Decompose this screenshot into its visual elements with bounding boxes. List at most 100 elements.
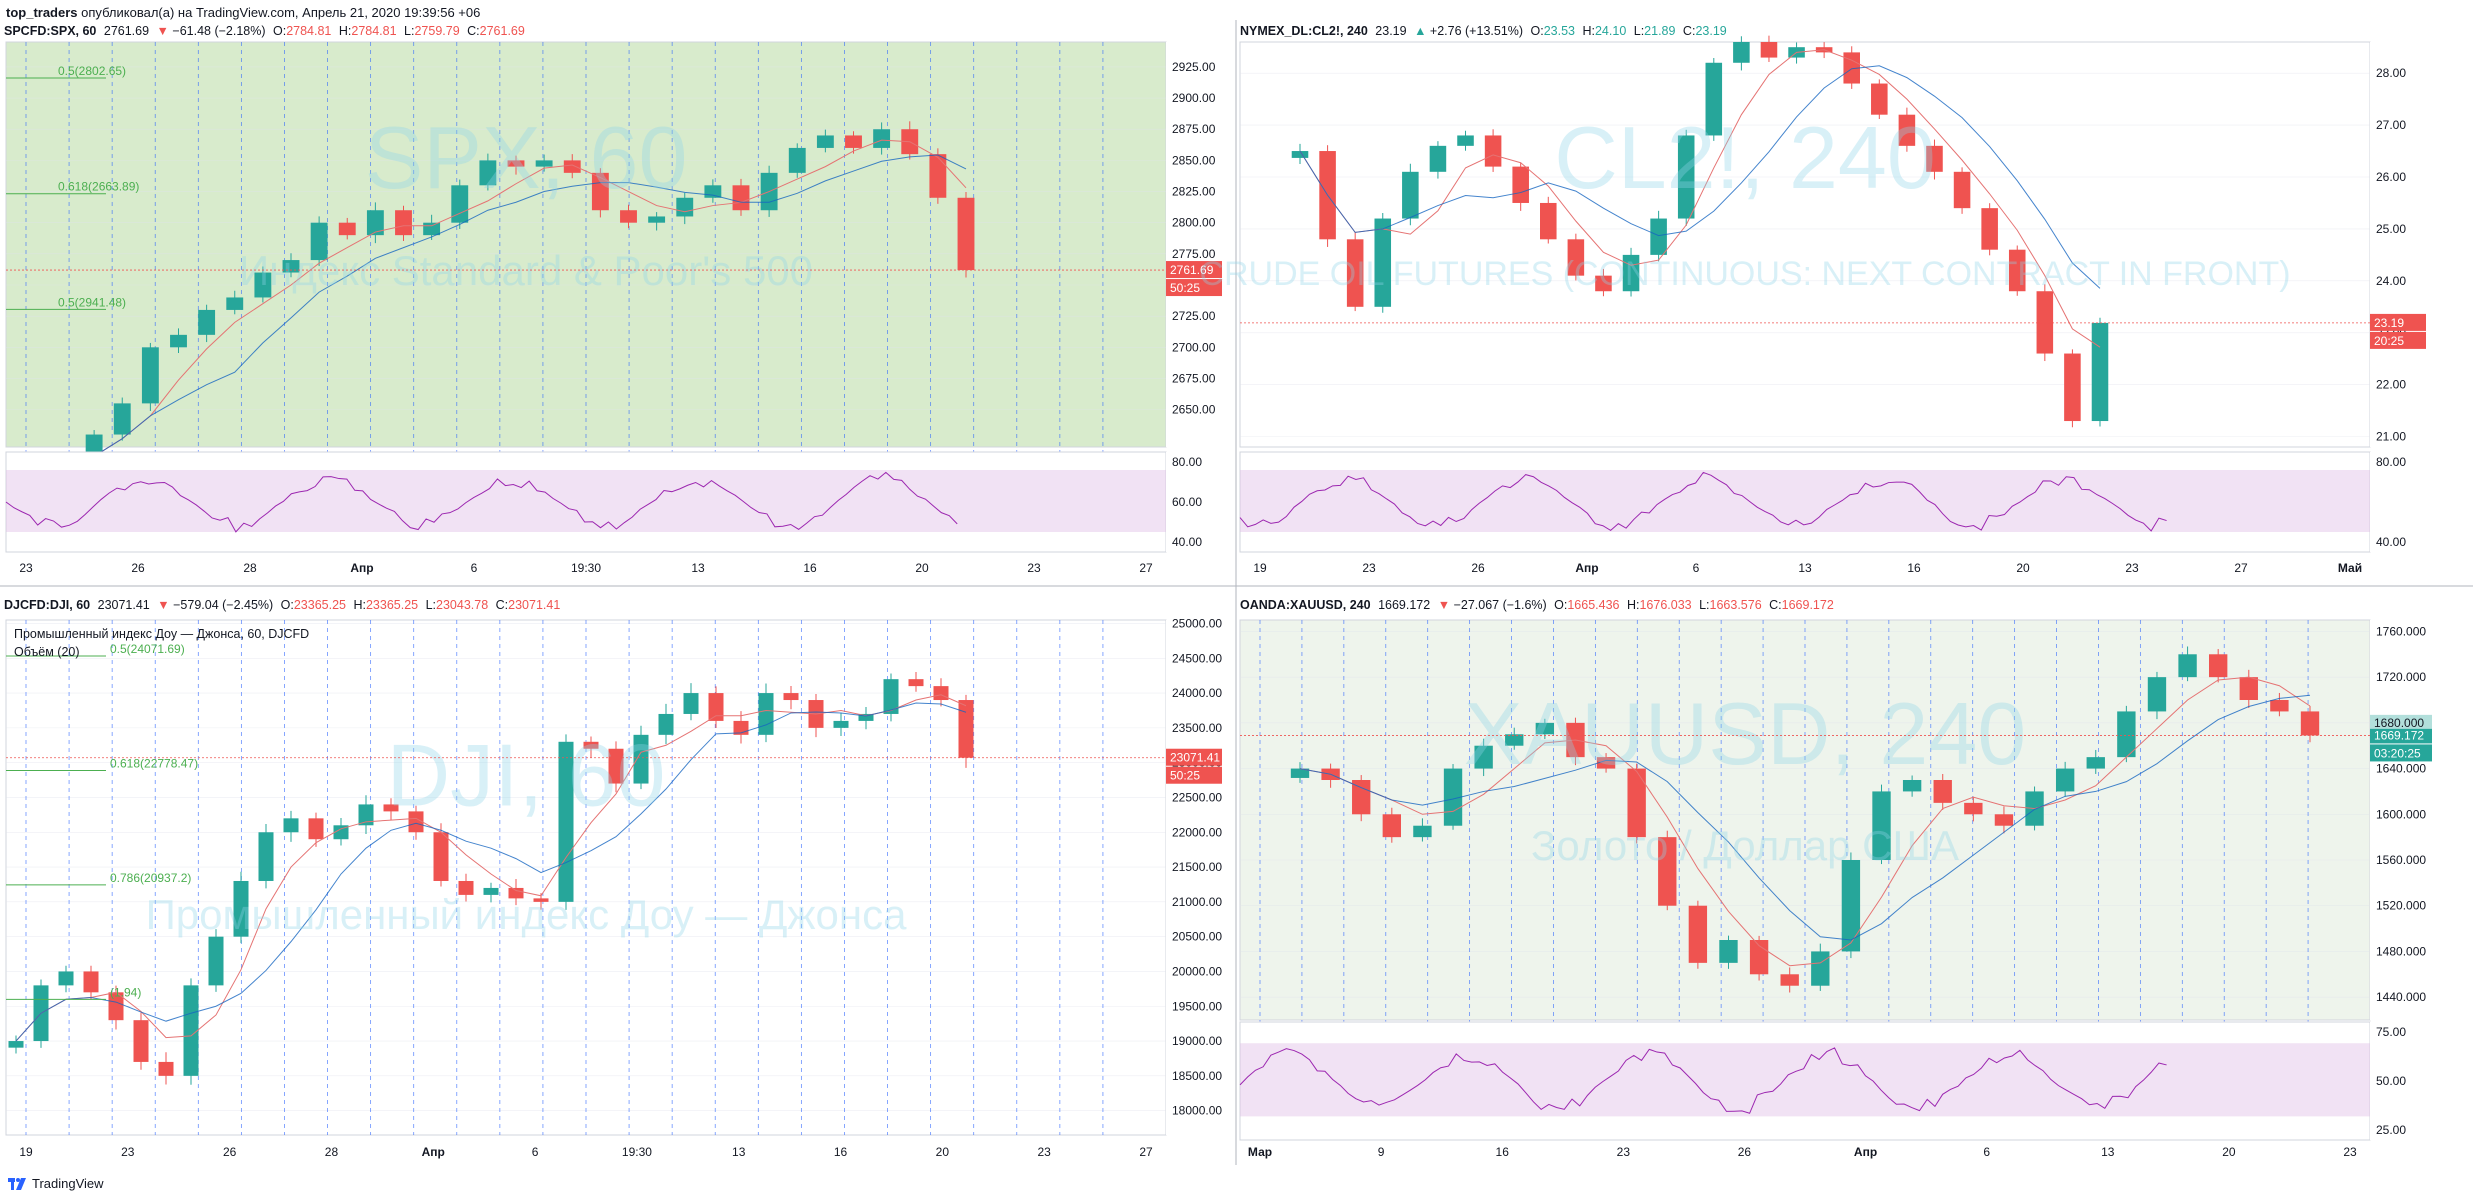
open-value: 23.53 — [1543, 24, 1575, 38]
rsi-tick-label: 80.00 — [1172, 455, 1202, 469]
candle — [2036, 291, 2054, 354]
time-tick-label: 19 — [1253, 561, 1267, 575]
time-tick-label: 13 — [1798, 561, 1812, 575]
rsi-tick-label: 25.00 — [2376, 1123, 2406, 1137]
candle — [845, 135, 862, 148]
price-tick-label: 20500.00 — [1172, 930, 1222, 944]
candle — [208, 936, 224, 986]
symbol-label[interactable]: NYMEX_DL:CL2!, 240 — [1240, 24, 1368, 38]
time-tick-label: 16 — [803, 561, 817, 575]
candle — [358, 804, 374, 826]
open-value: 23365.25 — [293, 598, 346, 612]
cl2-chart: 28.0027.0026.0025.0024.0023.0022.0021.00… — [1199, 35, 2436, 575]
price-tick-label: 23500.00 — [1172, 721, 1222, 735]
last-price-text: 1669.172 — [2374, 728, 2424, 742]
time-tick-label: Апр — [422, 1145, 445, 1159]
dji-chart: 25000.0024500.0024000.0023500.0023000.00… — [5, 616, 1232, 1159]
price-tick-label: 24.00 — [2376, 274, 2406, 288]
candle — [633, 734, 649, 784]
candle — [1964, 802, 1983, 815]
time-tick-label: Мар — [1248, 1145, 1272, 1159]
candle — [1346, 239, 1364, 307]
symbol-label[interactable]: DJCFD:DJI, 60 — [4, 598, 91, 612]
brand-label[interactable]: TradingView — [32, 1176, 104, 1191]
time-tick-label: 20 — [915, 561, 929, 575]
last-price-badge — [2370, 726, 2432, 744]
candle — [1841, 860, 1861, 952]
price-tick-label: 2850.00 — [1172, 153, 1216, 167]
author-name[interactable]: top_traders — [6, 5, 78, 20]
fib-level-label: 0.5(2802.65) — [58, 64, 126, 78]
rsi-tick-label: 75.00 — [2376, 1025, 2406, 1039]
time-tick-label: Апр — [1575, 561, 1598, 575]
rsi-line — [1239, 471, 2167, 532]
time-tick-label: 27 — [2234, 561, 2248, 575]
charts-canvas[interactable]: 2925.002900.002875.002850.002825.002800.… — [0, 0, 2473, 1170]
candle — [133, 1020, 149, 1062]
candle — [958, 700, 974, 758]
candle — [433, 832, 449, 881]
low-value: 2759.79 — [414, 24, 460, 38]
time-tick-label: 28 — [243, 561, 257, 575]
candle — [508, 887, 524, 899]
candle — [83, 971, 99, 993]
candle — [908, 679, 924, 687]
rsi-line — [5, 471, 958, 533]
candle — [58, 971, 74, 986]
candle — [2091, 322, 2109, 422]
candle — [658, 713, 674, 735]
time-tick-label: 6 — [1693, 561, 1700, 575]
candle — [113, 403, 131, 435]
rsi-pane — [1239, 451, 2371, 553]
candle — [2209, 654, 2228, 678]
candle — [583, 741, 599, 749]
countdown-badge — [2370, 331, 2426, 349]
time-tick-label: 28 — [325, 1145, 339, 1159]
price-tick-label: 1760.000 — [2376, 624, 2426, 638]
candle — [1567, 239, 1585, 276]
price-change: −27.067 (−1.6%) — [1453, 598, 1547, 612]
candle — [929, 154, 947, 198]
candle — [383, 804, 399, 812]
last-price: 23.19 — [1375, 24, 1407, 38]
ma-fast — [1299, 49, 2101, 348]
time-tick-label: 26 — [131, 561, 145, 575]
price-tick-label: 21000.00 — [1172, 895, 1222, 909]
down-arrow-icon: ▼ — [156, 24, 169, 38]
candle — [1688, 905, 1708, 963]
candle — [732, 185, 750, 211]
time-tick-label: 27 — [1139, 1145, 1153, 1159]
time-tick-label: 23 — [19, 561, 33, 575]
price-axis — [2370, 42, 2436, 447]
candle — [2008, 249, 2026, 292]
candle — [1926, 145, 1943, 172]
time-tick-label: Апр — [350, 561, 373, 575]
candle — [1933, 780, 1952, 803]
price-tick-label: 26.00 — [2376, 170, 2406, 184]
candle — [1780, 974, 1799, 986]
candle — [2300, 711, 2320, 736]
price-tick-label: 2725.00 — [1172, 309, 1216, 323]
price-tick-label: 24000.00 — [1172, 686, 1222, 700]
symbol-label[interactable]: OANDA:XAUUSD, 240 — [1240, 598, 1371, 612]
symbol-label[interactable]: SPCFD:SPX, 60 — [4, 24, 97, 38]
rsi-pane — [5, 451, 1167, 553]
rsi-band — [6, 470, 1166, 532]
candle — [483, 887, 499, 895]
candle — [198, 309, 216, 335]
candle — [451, 185, 469, 223]
open-value: 1665.436 — [1567, 598, 1620, 612]
low-value: 21.89 — [1644, 24, 1676, 38]
up-arrow-icon: ▲ — [1414, 24, 1427, 38]
description-watermark: Индекс Standard & Poor's 500 — [239, 247, 813, 294]
candle — [1291, 151, 1309, 158]
time-tick-label: 9 — [1378, 1145, 1385, 1159]
candle — [1622, 254, 1640, 292]
price-change: +2.76 (+13.51%) — [1429, 24, 1524, 38]
time-tick-label: 26 — [223, 1145, 237, 1159]
candle — [1429, 145, 1447, 172]
last-price-text: 2761.69 — [1170, 263, 1214, 277]
candle — [1474, 745, 1493, 769]
price-tick-label: 22.00 — [2376, 378, 2406, 392]
candle — [1902, 780, 1922, 792]
